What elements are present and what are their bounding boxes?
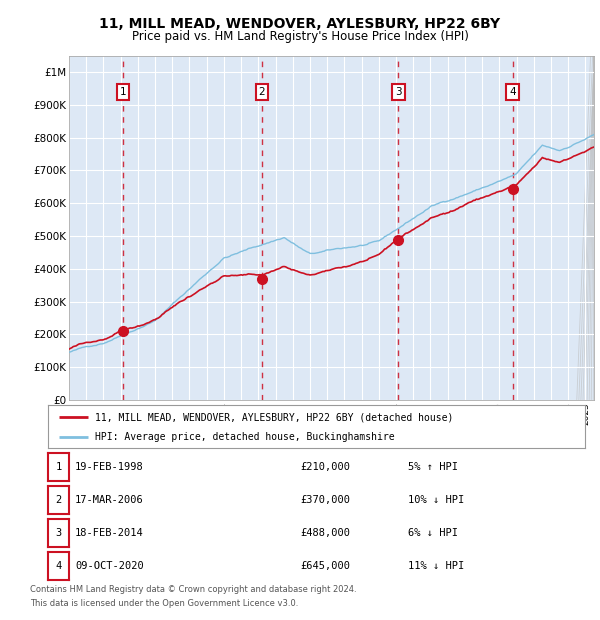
Text: £645,000: £645,000: [300, 560, 350, 571]
Text: Contains HM Land Registry data © Crown copyright and database right 2024.: Contains HM Land Registry data © Crown c…: [30, 585, 356, 595]
Text: 11, MILL MEAD, WENDOVER, AYLESBURY, HP22 6BY: 11, MILL MEAD, WENDOVER, AYLESBURY, HP22…: [100, 17, 500, 32]
Text: 2: 2: [259, 87, 265, 97]
Text: 3: 3: [395, 87, 401, 97]
Text: £370,000: £370,000: [300, 495, 350, 505]
Text: 5% ↑ HPI: 5% ↑ HPI: [408, 462, 458, 472]
Text: 2: 2: [55, 495, 62, 505]
Text: Price paid vs. HM Land Registry's House Price Index (HPI): Price paid vs. HM Land Registry's House …: [131, 30, 469, 43]
Text: 19-FEB-1998: 19-FEB-1998: [75, 462, 144, 472]
Text: 09-OCT-2020: 09-OCT-2020: [75, 560, 144, 571]
Text: 4: 4: [55, 560, 62, 571]
Text: £210,000: £210,000: [300, 462, 350, 472]
Text: 18-FEB-2014: 18-FEB-2014: [75, 528, 144, 538]
Text: 11% ↓ HPI: 11% ↓ HPI: [408, 560, 464, 571]
Text: HPI: Average price, detached house, Buckinghamshire: HPI: Average price, detached house, Buck…: [95, 432, 395, 442]
Text: 1: 1: [55, 462, 62, 472]
Text: This data is licensed under the Open Government Licence v3.0.: This data is licensed under the Open Gov…: [30, 599, 298, 608]
Text: £488,000: £488,000: [300, 528, 350, 538]
Text: 11, MILL MEAD, WENDOVER, AYLESBURY, HP22 6BY (detached house): 11, MILL MEAD, WENDOVER, AYLESBURY, HP22…: [95, 412, 454, 422]
Text: 17-MAR-2006: 17-MAR-2006: [75, 495, 144, 505]
Text: 4: 4: [509, 87, 516, 97]
Text: 6% ↓ HPI: 6% ↓ HPI: [408, 528, 458, 538]
Text: 3: 3: [55, 528, 62, 538]
Text: 1: 1: [119, 87, 126, 97]
Text: 10% ↓ HPI: 10% ↓ HPI: [408, 495, 464, 505]
